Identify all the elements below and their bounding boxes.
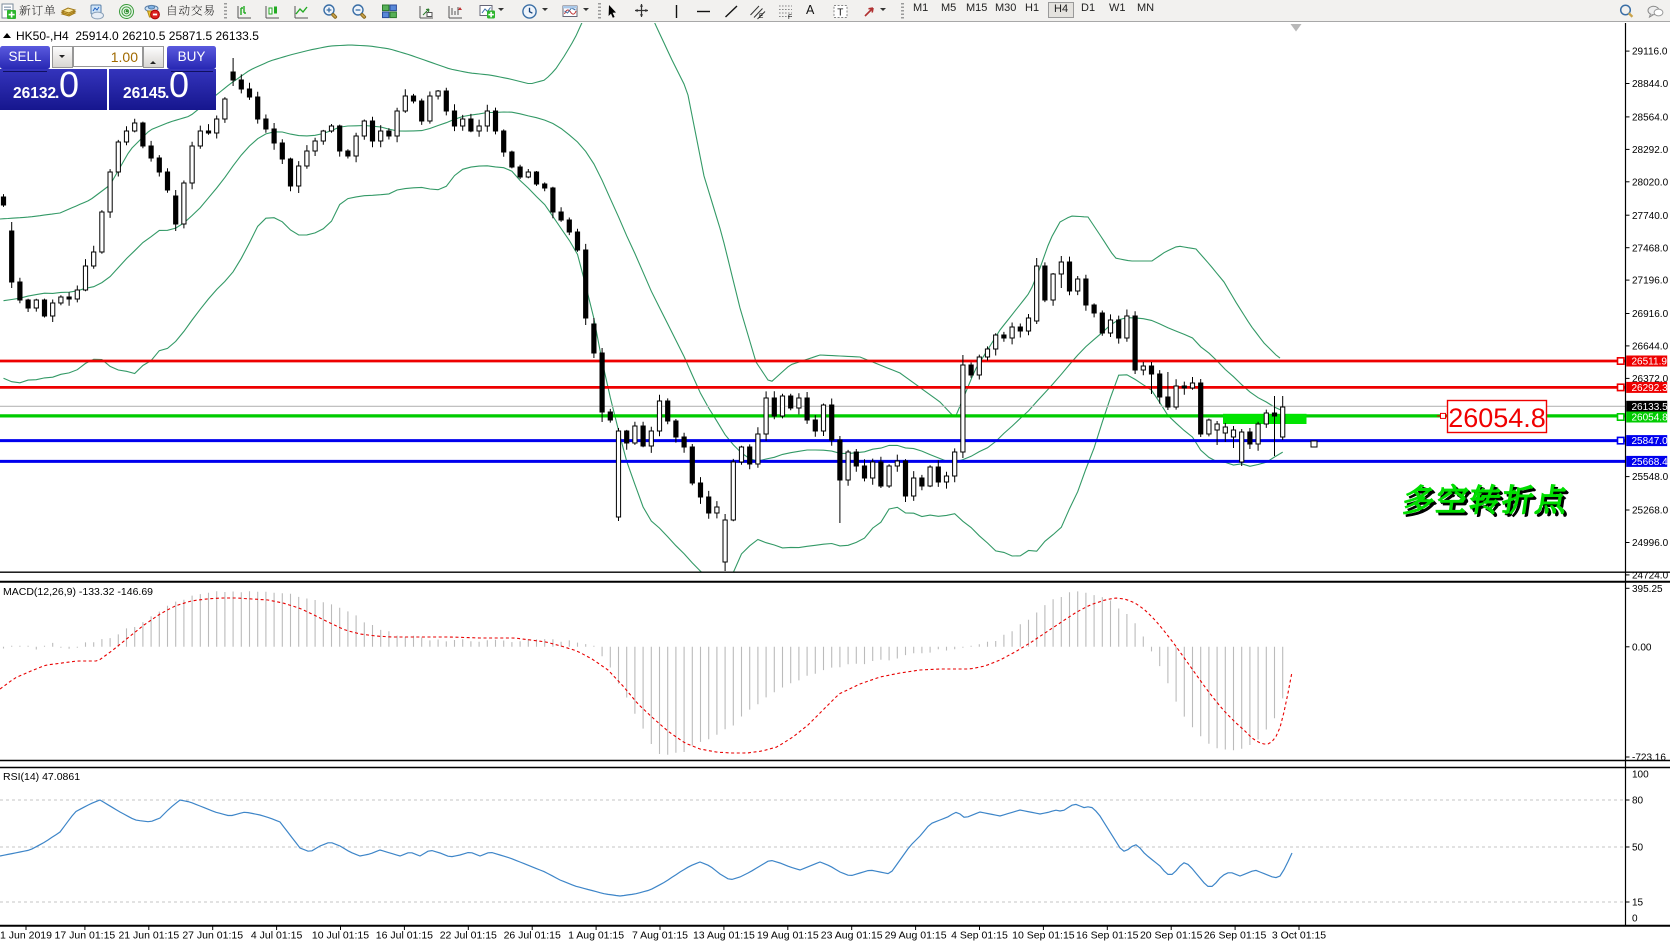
svg-text:26133.5: 26133.5 [1632, 402, 1669, 413]
svg-text:MACD(12,26,9) -133.32 -146.69: MACD(12,26,9) -133.32 -146.69 [3, 586, 153, 598]
svg-text:16 Jul 01:15: 16 Jul 01:15 [376, 930, 433, 941]
svg-text:3 Oct 01:15: 3 Oct 01:15 [1272, 930, 1326, 941]
svg-text:25548.0: 25548.0 [1632, 472, 1669, 483]
svg-text:28020.0: 28020.0 [1632, 177, 1669, 188]
svg-text:24996.0: 24996.0 [1632, 538, 1669, 549]
svg-text:26511.9: 26511.9 [1632, 357, 1668, 368]
svg-text:27 Jun 01:15: 27 Jun 01:15 [182, 930, 243, 941]
svg-text:E: E [759, 13, 764, 20]
svg-text:7 Aug 01:15: 7 Aug 01:15 [632, 930, 688, 941]
svg-text:26916.0: 26916.0 [1632, 309, 1669, 320]
svg-text:395.25: 395.25 [1632, 584, 1663, 595]
svg-text:24724.0: 24724.0 [1632, 571, 1669, 582]
svg-text:20 Sep 01:15: 20 Sep 01:15 [1140, 930, 1203, 941]
svg-text:26644.0: 26644.0 [1632, 342, 1669, 353]
svg-text:RSI(14) 47.0861: RSI(14) 47.0861 [3, 771, 80, 783]
svg-text:10 Jul 01:15: 10 Jul 01:15 [312, 930, 369, 941]
svg-text:26054.8: 26054.8 [1632, 413, 1669, 424]
svg-text:26292.3: 26292.3 [1632, 383, 1669, 394]
svg-text:25268.0: 25268.0 [1632, 506, 1669, 517]
svg-text:T: T [837, 7, 843, 18]
svg-text:0: 0 [1632, 914, 1638, 925]
svg-text:100: 100 [1632, 769, 1649, 780]
svg-text:13 Aug 01:15: 13 Aug 01:15 [693, 930, 755, 941]
svg-text:27196.0: 27196.0 [1632, 276, 1669, 287]
svg-text:26054.8: 26054.8 [1448, 403, 1546, 433]
svg-text:F: F [788, 14, 792, 20]
svg-text:0.00: 0.00 [1632, 642, 1652, 653]
svg-text:26 Sep 01:15: 26 Sep 01:15 [1204, 930, 1267, 941]
svg-text:27468.0: 27468.0 [1632, 243, 1669, 254]
svg-text:15: 15 [1632, 898, 1644, 909]
svg-text:80: 80 [1632, 796, 1644, 807]
svg-text:16 Sep 01:15: 16 Sep 01:15 [1076, 930, 1139, 941]
svg-text:23 Aug 01:15: 23 Aug 01:15 [821, 930, 883, 941]
svg-text:50: 50 [1632, 843, 1644, 854]
svg-text:28844.0: 28844.0 [1632, 79, 1669, 90]
svg-text:21 Jun 01:15: 21 Jun 01:15 [118, 930, 179, 941]
svg-text:25847.0: 25847.0 [1632, 436, 1669, 447]
svg-text:27740.0: 27740.0 [1632, 211, 1669, 222]
svg-text:29116.0: 29116.0 [1632, 47, 1668, 58]
svg-text:29 Aug 01:15: 29 Aug 01:15 [885, 930, 947, 941]
svg-text:25668.4: 25668.4 [1632, 457, 1669, 468]
svg-text:26 Jul 01:15: 26 Jul 01:15 [504, 930, 561, 941]
svg-text:4 Jul 01:15: 4 Jul 01:15 [251, 930, 303, 941]
svg-text:-723.16: -723.16 [1632, 753, 1666, 764]
svg-text:1 Aug 01:15: 1 Aug 01:15 [568, 930, 624, 941]
svg-text:28292.0: 28292.0 [1632, 145, 1669, 156]
svg-text:17 Jun 01:15: 17 Jun 01:15 [55, 930, 116, 941]
svg-text:1 Jun 2019: 1 Jun 2019 [0, 930, 52, 941]
svg-text:22 Jul 01:15: 22 Jul 01:15 [440, 930, 497, 941]
svg-text:10 Sep 01:15: 10 Sep 01:15 [1012, 930, 1075, 941]
svg-text:HK50-,H4 25914.0 26210.5 2587: HK50-,H4 25914.0 26210.5 25871.5 26133.5 [16, 29, 259, 43]
svg-text:28564.0: 28564.0 [1632, 113, 1669, 124]
svg-text:4 Sep 01:15: 4 Sep 01:15 [951, 930, 1008, 941]
svg-text:19 Aug 01:15: 19 Aug 01:15 [757, 930, 819, 941]
svg-text:26372.0: 26372.0 [1632, 374, 1669, 385]
